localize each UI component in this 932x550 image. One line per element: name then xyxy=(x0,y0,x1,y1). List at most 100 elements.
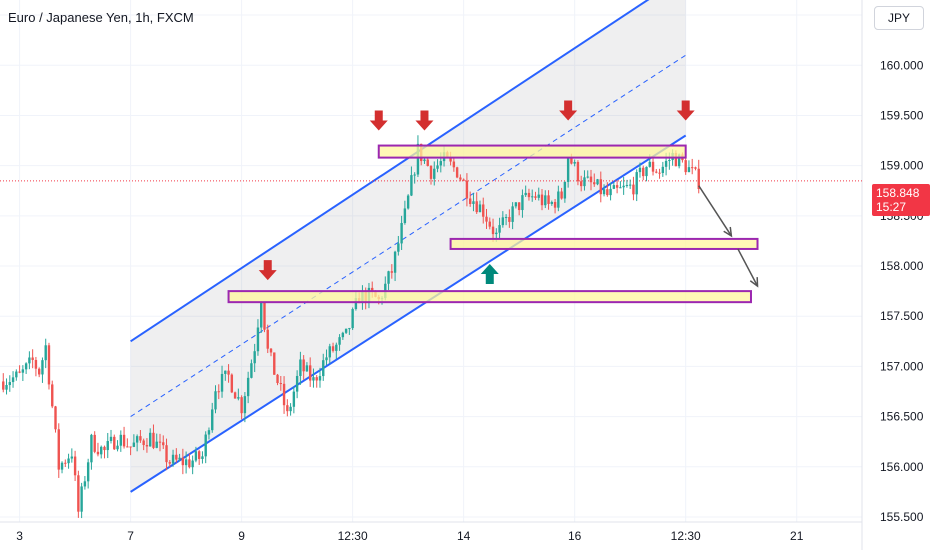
up-arrow-marker xyxy=(480,264,499,285)
candle-body xyxy=(322,360,325,377)
candle-body xyxy=(197,451,201,459)
candle-body xyxy=(416,143,420,175)
candle-body xyxy=(687,167,691,173)
candle-body xyxy=(606,189,609,196)
candle-body xyxy=(266,329,269,349)
candle-body xyxy=(449,157,452,162)
candle-body xyxy=(691,167,694,169)
channel-mid-line xyxy=(130,54,686,418)
candle-body xyxy=(658,172,661,174)
candle-body xyxy=(455,167,459,178)
y-tick-label: 159.000 xyxy=(880,159,924,173)
resistance-zone xyxy=(227,290,752,304)
candle-body xyxy=(312,377,315,381)
x-tick-label: 7 xyxy=(127,529,134,543)
candle-body xyxy=(429,165,433,179)
candle-body xyxy=(152,432,155,448)
x-tick-label: 12:30 xyxy=(338,529,368,543)
candle-body xyxy=(142,440,145,446)
down-arrow-marker xyxy=(369,110,388,131)
candle-body xyxy=(224,370,227,374)
candle-body xyxy=(553,201,557,208)
candle-body xyxy=(171,454,175,464)
candle-body xyxy=(501,217,505,226)
candle-body xyxy=(220,373,224,392)
candle-body xyxy=(504,217,508,219)
candle-body xyxy=(661,166,665,174)
candle-body xyxy=(566,157,570,182)
candle-body xyxy=(201,456,204,459)
candle-body xyxy=(279,383,283,385)
candle-body xyxy=(531,196,534,198)
candle-body xyxy=(632,184,635,195)
candle-body xyxy=(465,180,469,199)
candle-body xyxy=(668,160,671,162)
x-tick-label: 3 xyxy=(16,529,23,543)
candle-body xyxy=(475,201,478,213)
candle-body xyxy=(684,160,687,173)
candle-body xyxy=(524,192,527,196)
x-tick-label: 12:30 xyxy=(671,529,701,543)
y-tick-label: 156.500 xyxy=(880,410,924,424)
candle-body xyxy=(485,216,488,222)
candle-body xyxy=(387,271,390,284)
candle-body xyxy=(410,175,413,196)
candle-body xyxy=(122,434,126,447)
candle-body xyxy=(155,441,158,448)
candle-body xyxy=(286,405,289,412)
resistance-zone xyxy=(377,144,687,159)
candle-body xyxy=(273,352,276,375)
candle-body xyxy=(651,161,655,172)
candle-body xyxy=(28,357,31,364)
candle-body xyxy=(135,436,139,443)
candle-body xyxy=(635,172,638,195)
candle-body xyxy=(393,251,397,273)
candle-body xyxy=(390,271,394,273)
down-arrow-marker xyxy=(258,260,277,281)
candle-body xyxy=(31,357,34,360)
candle-body xyxy=(550,201,554,204)
candle-body xyxy=(260,302,263,328)
candle-body xyxy=(537,194,540,198)
candle-body xyxy=(596,179,599,185)
down-arrow-marker xyxy=(559,100,578,121)
candle-body xyxy=(498,225,501,233)
candle-body xyxy=(126,446,129,448)
candle-body xyxy=(328,346,331,358)
candle-body xyxy=(175,454,178,460)
candle-body xyxy=(191,460,194,468)
y-tick-label: 159.500 xyxy=(880,108,924,122)
candle-body xyxy=(2,381,5,390)
candle-body xyxy=(335,344,338,351)
candle-body xyxy=(517,202,521,211)
candle-body xyxy=(547,195,550,204)
candle-body xyxy=(318,376,322,381)
candle-body xyxy=(158,441,162,443)
candle-body xyxy=(269,348,273,353)
candle-body xyxy=(217,391,220,393)
candle-body xyxy=(132,442,136,447)
candle-body xyxy=(599,179,602,195)
candle-body xyxy=(8,382,11,386)
candle-body xyxy=(622,185,625,188)
candle-body xyxy=(544,195,547,206)
candle-body xyxy=(15,371,18,378)
candle-body xyxy=(348,328,351,330)
candle-body xyxy=(80,486,83,512)
candle-body xyxy=(165,445,168,463)
candle-body xyxy=(521,195,524,211)
candle-body xyxy=(178,457,181,460)
candle-body xyxy=(589,176,593,183)
candle-body xyxy=(325,357,328,361)
candle-body xyxy=(560,191,563,199)
y-tick-label: 157.500 xyxy=(880,309,924,323)
y-tick-label: 158.000 xyxy=(880,259,924,273)
candle-body xyxy=(11,377,15,383)
candle-body xyxy=(67,458,70,464)
candle-body xyxy=(54,406,57,430)
candle-body xyxy=(77,475,80,512)
candle-body xyxy=(211,409,214,431)
candle-body xyxy=(64,462,67,464)
currency-button[interactable]: JPY xyxy=(874,6,924,30)
